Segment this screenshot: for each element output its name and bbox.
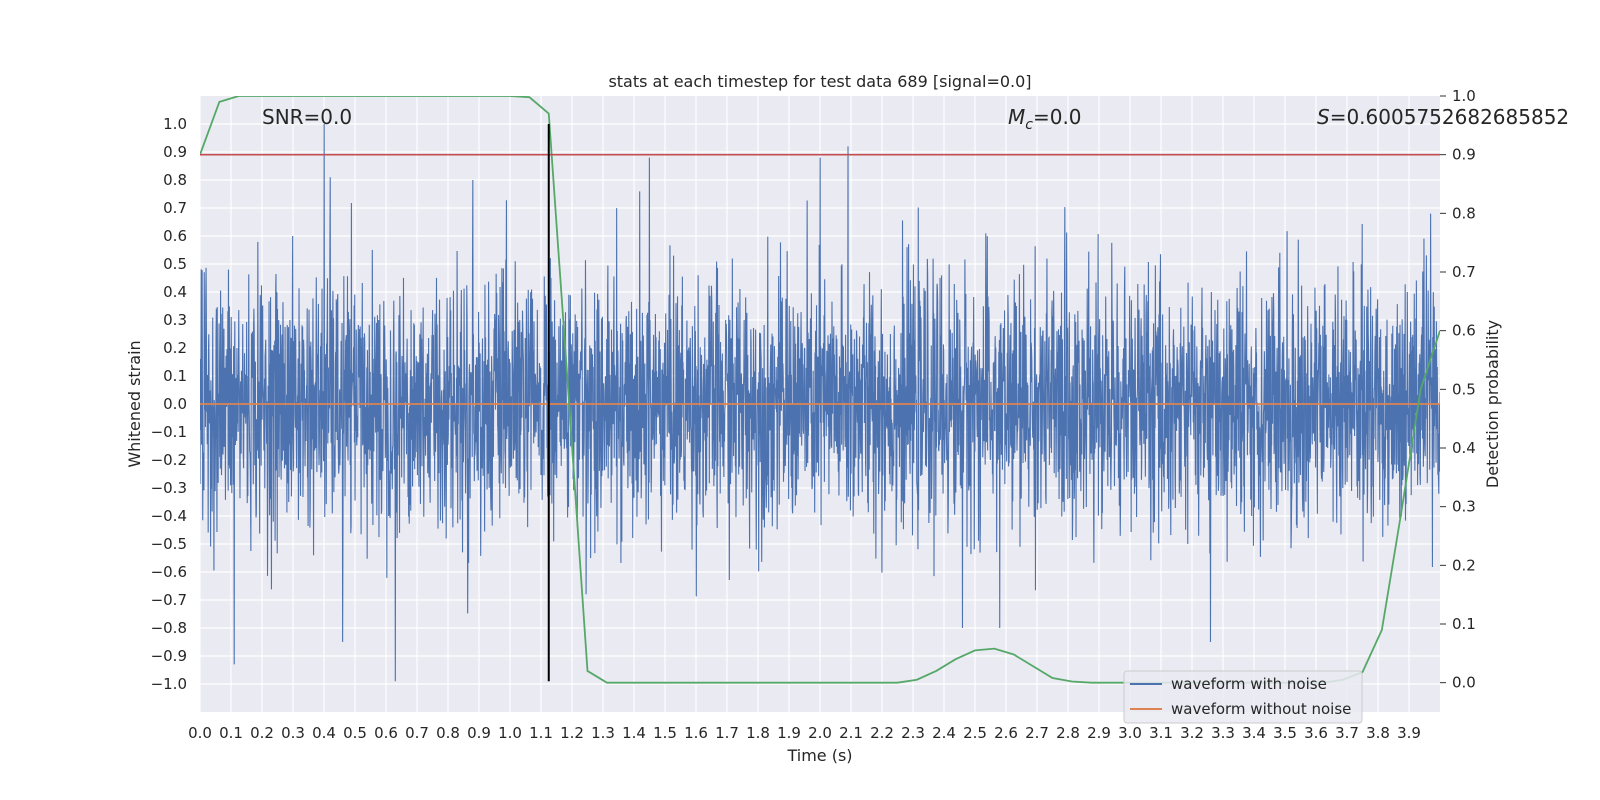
y-tick-label: 0.9 <box>163 143 187 161</box>
x-tick-label: 3.9 <box>1397 724 1421 742</box>
y2-axis-label: Detection probability <box>1483 320 1502 488</box>
y-tick-label: −0.6 <box>151 563 187 581</box>
y-tick-label: −0.8 <box>151 619 187 637</box>
x-tick-label: 1.5 <box>653 724 677 742</box>
y-tick-label: 0.5 <box>163 255 187 273</box>
x-tick-label: 0.6 <box>374 724 398 742</box>
x-tick-label: 2.4 <box>932 724 956 742</box>
x-tick-label: 2.2 <box>870 724 894 742</box>
y-tick-label: −0.4 <box>151 507 187 525</box>
y2-tick-label: 0.8 <box>1452 204 1476 222</box>
snr-annotation: SNR=0.0 <box>262 105 352 129</box>
x-tick-label: 1.4 <box>622 724 646 742</box>
score-annotation: S=0.6005752682685852 <box>1317 105 1569 129</box>
x-tick-label: 0.1 <box>219 724 243 742</box>
x-axis-label: Time (s) <box>786 746 852 765</box>
x-tick-label: 1.7 <box>715 724 739 742</box>
y2-tick-label: 0.5 <box>1452 380 1476 398</box>
x-tick-label: 3.7 <box>1335 724 1359 742</box>
x-tick-label: 0.3 <box>281 724 305 742</box>
y-axis-label: Whitened strain <box>125 340 144 467</box>
x-tick-label: 0.8 <box>436 724 460 742</box>
x-tick-label: 1.1 <box>529 724 553 742</box>
x-tick-label: 3.5 <box>1273 724 1297 742</box>
chirp-mass-symbol: M <box>1008 105 1025 129</box>
score-value: =0.6005752682685852 <box>1330 105 1569 129</box>
x-tick-label: 3.0 <box>1118 724 1142 742</box>
y2-tick-label: 0.3 <box>1452 498 1476 516</box>
y-tick-label: −1.0 <box>151 675 187 693</box>
series-line-waveform-with-noise <box>200 123 1440 682</box>
y-tick-label: 0.8 <box>163 171 187 189</box>
legend: waveform with noise waveform without noi… <box>1123 670 1363 724</box>
y2-tick-label: 0.1 <box>1452 615 1476 633</box>
y-tick-label: 0.2 <box>163 339 187 357</box>
y-tick-label: −0.1 <box>151 423 187 441</box>
y-tick-label: −0.5 <box>151 535 187 553</box>
x-tick-label: 2.1 <box>839 724 863 742</box>
y2-tick-label: 0.0 <box>1452 674 1476 692</box>
y-tick-label: 0.4 <box>163 283 187 301</box>
y2-axis-ticks: 1.0 0.9 0.8 0.7 0.6 0.5 0.4 0.3 0.2 0.1 0.0 <box>1440 87 1476 692</box>
chirp-mass-annotation: Mc=0.0 <box>1008 105 1082 133</box>
y2-tick-label: 0.6 <box>1452 322 1476 340</box>
x-tick-label: 2.6 <box>994 724 1018 742</box>
y-tick-label: 0.0 <box>163 395 187 413</box>
y-tick-label: 0.1 <box>163 367 187 385</box>
x-tick-label: 0.5 <box>343 724 367 742</box>
y-tick-label: −0.2 <box>151 451 187 469</box>
x-tick-label: 0.4 <box>312 724 336 742</box>
x-tick-label: 3.1 <box>1149 724 1173 742</box>
x-tick-label: 0.0 <box>188 724 212 742</box>
y-axis-ticks: 1.0 0.9 0.8 0.7 0.6 0.5 0.4 0.3 0.2 0.1 0.0 −0.1 −0.… <box>151 115 187 693</box>
x-tick-label: 1.3 <box>591 724 615 742</box>
x-tick-label: 1.0 <box>498 724 522 742</box>
x-tick-label: 3.8 <box>1366 724 1390 742</box>
x-tick-label: 0.2 <box>250 724 274 742</box>
y-tick-label: −0.9 <box>151 647 187 665</box>
x-tick-label: 1.9 <box>777 724 801 742</box>
x-tick-label: 0.9 <box>467 724 491 742</box>
x-tick-label: 0.7 <box>405 724 429 742</box>
x-tick-label: 2.3 <box>901 724 925 742</box>
y2-tick-label: 0.7 <box>1452 263 1476 281</box>
x-tick-label: 3.6 <box>1304 724 1328 742</box>
x-tick-label: 2.8 <box>1056 724 1080 742</box>
x-tick-label: 3.2 <box>1180 724 1204 742</box>
score-symbol: S <box>1317 105 1330 129</box>
x-tick-label: 2.9 <box>1087 724 1111 742</box>
x-axis-ticks: 0.0 0.1 0.2 0.3 0.4 0.5 0.6 0.7 0.8 0.9 1.0 1.1 1.2 1… <box>188 724 1421 742</box>
x-tick-label: 2.5 <box>963 724 987 742</box>
x-tick-label: 1.8 <box>746 724 770 742</box>
y2-tick-label: 0.2 <box>1452 556 1476 574</box>
chirp-mass-subscript: c <box>1025 117 1033 133</box>
x-tick-label: 2.7 <box>1025 724 1049 742</box>
y2-tick-label: 1.0 <box>1452 87 1476 105</box>
chirp-mass-value: =0.0 <box>1033 105 1082 129</box>
y-tick-label: 0.3 <box>163 311 187 329</box>
legend-label-without-noise: waveform without noise <box>1171 700 1351 718</box>
y2-tick-label: 0.4 <box>1452 439 1476 457</box>
legend-label-with-noise: waveform with noise <box>1171 675 1327 693</box>
y-tick-label: 1.0 <box>163 115 187 133</box>
x-tick-label: 2.0 <box>808 724 832 742</box>
x-tick-label: 3.4 <box>1242 724 1266 742</box>
x-tick-label: 3.3 <box>1211 724 1235 742</box>
y-tick-label: −0.7 <box>151 591 187 609</box>
y2-tick-label: 0.9 <box>1452 146 1476 164</box>
legend-box <box>1123 670 1363 724</box>
y-tick-label: 0.6 <box>163 227 187 245</box>
y-tick-label: 0.7 <box>163 199 187 217</box>
x-tick-label: 1.2 <box>560 724 584 742</box>
y-tick-label: −0.3 <box>151 479 187 497</box>
chart-title: stats at each timestep for test data 689… <box>608 72 1031 91</box>
x-tick-label: 1.6 <box>684 724 708 742</box>
